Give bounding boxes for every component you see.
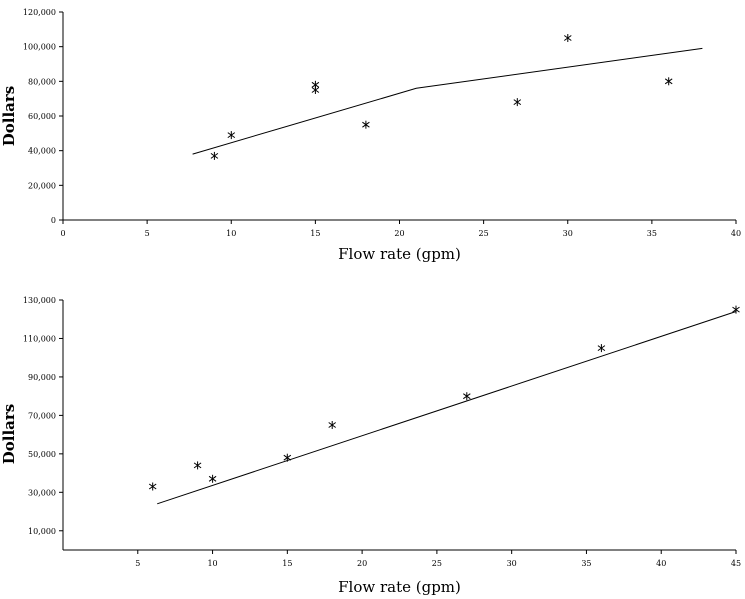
y-tick-label: 100,000 (23, 43, 56, 52)
data-point-stroke (362, 121, 370, 128)
x-tick-label: 35 (647, 229, 657, 238)
x-tick-label: 30 (563, 229, 573, 238)
y-axis-title: Dollars (0, 86, 18, 146)
x-tick-label: 10 (207, 559, 217, 568)
x-tick-label: 20 (357, 559, 367, 568)
y-tick-label: 40,000 (28, 147, 56, 156)
data-point (732, 305, 740, 314)
data-point (227, 131, 236, 140)
data-point (513, 98, 522, 107)
x-tick-label: 30 (507, 559, 517, 568)
data-point (208, 474, 217, 483)
x-tick-label: 40 (731, 229, 741, 238)
x-tick-label: 25 (432, 559, 442, 568)
x-tick-label: 40 (656, 559, 666, 568)
y-tick-label: 70,000 (28, 411, 56, 420)
data-point (148, 482, 157, 491)
x-tick-label: 25 (479, 229, 489, 238)
data-point-stroke (732, 306, 740, 313)
data-point-stroke (463, 393, 471, 400)
y-tick-label: 90,000 (28, 373, 56, 382)
data-point-stroke (210, 152, 219, 159)
x-tick-label: 10 (226, 229, 236, 238)
y-tick-label: 120,000 (23, 8, 56, 17)
y-tick-label: 110,000 (23, 334, 56, 343)
data-point (664, 77, 673, 86)
data-point-stroke (283, 454, 292, 461)
x-tick-label: 15 (310, 229, 320, 238)
x-tick-label: 0 (60, 229, 65, 238)
y-tick-label: 0 (51, 216, 56, 225)
y-axis-title: Dollars (0, 404, 18, 464)
fit-line (192, 47, 703, 155)
data-point-stroke (564, 35, 572, 41)
data-point-stroke (513, 99, 522, 106)
data-point-stroke (148, 483, 157, 490)
x-tick-label: 5 (135, 559, 140, 568)
data-point (362, 120, 370, 129)
data-point (597, 344, 606, 353)
data-point-stroke (311, 81, 320, 88)
data-point (564, 34, 572, 42)
data-point-stroke (311, 87, 320, 93)
y-tick-label: 20,000 (28, 181, 56, 190)
y-tick-label: 60,000 (28, 112, 56, 121)
data-point (463, 392, 471, 401)
y-tick-label: 30,000 (28, 488, 56, 497)
data-point-stroke (664, 78, 673, 85)
x-tick-label: 35 (581, 559, 591, 568)
x-axis-title: Flow rate (gpm) (338, 245, 461, 263)
x-tick-label: 15 (282, 559, 292, 568)
x-tick-label: 20 (394, 229, 404, 238)
fit-line (157, 311, 737, 505)
x-axis-title: Flow rate (gpm) (338, 578, 461, 596)
data-point-stroke (193, 462, 202, 469)
data-point-stroke (597, 345, 606, 352)
flow-rate-cost-chart-top: 0 20,000 40,000 60,000 80,000 100,000 120,000 0… (0, 8, 741, 263)
flow-rate-cost-chart-bottom: 10,000 30,000 50,000 70,000 90,000 110,000 130… (0, 296, 741, 596)
data-point (193, 461, 202, 470)
data-point-stroke (208, 475, 217, 482)
data-point-stroke (227, 132, 236, 139)
y-tick-label: 80,000 (28, 77, 56, 86)
data-point (311, 86, 320, 94)
x-tick-label: 45 (731, 559, 741, 568)
y-tick-label: 10,000 (28, 527, 56, 536)
data-point (210, 151, 219, 160)
x-tick-label: 5 (145, 229, 150, 238)
data-point (328, 421, 336, 429)
y-tick-label: 50,000 (28, 450, 56, 459)
y-tick-label: 130,000 (23, 296, 56, 305)
data-point-stroke (328, 422, 336, 428)
